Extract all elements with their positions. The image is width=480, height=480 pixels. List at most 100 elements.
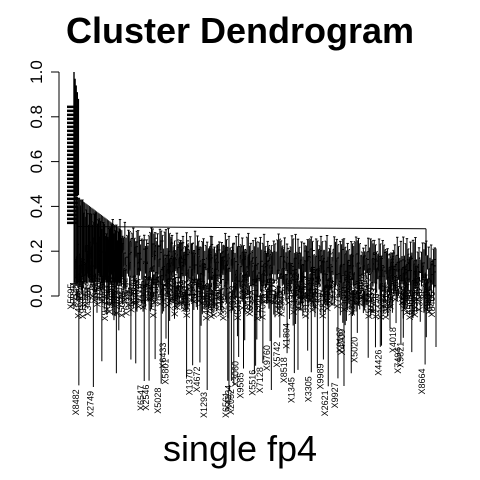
- leaf-label: X2749: [85, 391, 95, 417]
- leaf-label: X6009: [131, 280, 141, 306]
- leaf-mark: [67, 117, 78, 121]
- leaf-label: X4740: [177, 280, 187, 306]
- leaf-label: X8496: [97, 278, 107, 304]
- leaf-label: X4675: [274, 290, 284, 316]
- leaf-label: X3236: [219, 295, 229, 321]
- leaf-label: X7494: [393, 348, 403, 374]
- leaf-label: X5508: [405, 294, 415, 320]
- leaf-label: X2546: [141, 385, 151, 411]
- leaf-label: X6951: [110, 275, 120, 301]
- leaf-label: X2892: [204, 282, 214, 308]
- leaf-label: X5876: [95, 275, 105, 301]
- leaf-label: X9927: [330, 382, 340, 408]
- leaf-label: X7229: [165, 278, 175, 304]
- leaf-label: X3078: [347, 290, 357, 316]
- leaf-label: X4844: [73, 293, 83, 319]
- leaf-label: X9821: [395, 342, 405, 368]
- leaf-label: X5801: [160, 359, 170, 385]
- leaf-label: X8411: [378, 284, 388, 309]
- leaf-mark: [67, 185, 78, 189]
- leaf-label: X3623: [81, 282, 91, 308]
- leaf-mark: [67, 197, 78, 201]
- leaf-label: X8114: [301, 294, 311, 319]
- leaf-label: X5062: [357, 275, 367, 301]
- leaf-label: X1902: [187, 277, 197, 303]
- leaf-label: X9419: [114, 281, 124, 307]
- leaf-label: X2984: [173, 284, 183, 310]
- leaf-mark: [67, 209, 78, 213]
- leaf-label: X6433: [158, 343, 168, 369]
- leaf-mark: [67, 217, 78, 221]
- leaf-label: X1378: [342, 274, 352, 300]
- leaf-label: X6510: [398, 279, 408, 305]
- leaf-mark: [67, 141, 78, 145]
- leaf-mark: [67, 149, 78, 153]
- leaf-mark: [67, 109, 78, 113]
- leaf-label: X7756: [371, 294, 381, 320]
- leaf-label: X5742: [272, 342, 282, 368]
- leaf-label: X2542: [325, 279, 335, 305]
- leaf-mark: [67, 125, 78, 129]
- leaf-label: X3305: [303, 376, 313, 402]
- leaf-label: X7722: [119, 278, 129, 304]
- leaf-label: X8592: [323, 286, 333, 312]
- leaf-mark: [67, 153, 78, 157]
- merge-link: [77, 226, 427, 230]
- leaf-label: X8406: [427, 291, 437, 317]
- leaf-mark: [67, 165, 78, 169]
- leaf-mark: [67, 205, 78, 209]
- leaf-label: X5008: [117, 292, 127, 318]
- leaf-label: X9249: [240, 273, 250, 299]
- leaf-label: X4241: [383, 285, 393, 311]
- leaf-label: X3715: [197, 280, 207, 306]
- leaf-mark: [67, 181, 78, 185]
- leaf-label: X3041: [386, 284, 396, 310]
- leaf-label: X3208: [107, 281, 117, 307]
- leaf-label: X9585: [235, 373, 245, 399]
- leaf-label: X9589: [206, 293, 216, 319]
- leaf-label: X5606: [284, 280, 294, 306]
- leaf-label: X8758: [189, 278, 199, 304]
- y-tick-label: 0.2: [27, 239, 46, 263]
- leaf-mark: [67, 145, 78, 149]
- y-tick-label: 0.6: [27, 150, 46, 174]
- leaf-label: X9770: [267, 278, 277, 304]
- leaf-label: X3688: [340, 287, 350, 313]
- leaf-label: X5028: [153, 388, 163, 414]
- leaf-label: X9154: [143, 276, 153, 302]
- leaf-label: X3973: [407, 290, 417, 316]
- leaf-label: X4426: [374, 350, 384, 376]
- leaf-label: X4686: [390, 276, 400, 302]
- leaf-label: X2057: [124, 282, 134, 308]
- leaf-mark: [67, 221, 78, 225]
- leaf-label: X5516: [248, 370, 258, 396]
- leaf-label: X4432: [296, 286, 306, 312]
- leaf-label: X7925: [168, 275, 178, 301]
- leaf-label: X2405: [76, 275, 86, 301]
- leaf-mark: [67, 189, 78, 193]
- leaf-mark: [67, 177, 78, 181]
- leaf-label: X5714: [364, 293, 374, 319]
- leaf-label: X5497: [233, 295, 243, 321]
- chart-title: Cluster Dendrogram: [65, 10, 415, 51]
- leaf-label: X1642: [291, 273, 301, 299]
- leaf-label: X6535: [245, 291, 255, 317]
- leaf-mark: [67, 157, 78, 161]
- leaf-label: X3088: [376, 294, 386, 320]
- leaf-label: X2069: [163, 282, 173, 308]
- leaf-label: X8518: [279, 357, 289, 383]
- chart-subtitle: single fp4: [162, 428, 318, 469]
- leaf-label: X1660: [151, 279, 161, 305]
- leaf-label: X9989: [315, 363, 325, 389]
- leaf-label: X2585: [400, 286, 410, 312]
- y-tick-label: 1.0: [27, 60, 46, 84]
- leaf-label: X3991: [412, 276, 422, 302]
- leaf-label: X9112: [422, 287, 432, 312]
- leaf-mark: [67, 161, 78, 165]
- leaf-label: X9529: [105, 289, 115, 315]
- leaf-label: X9622: [156, 281, 166, 307]
- leaf-label: X7629: [298, 275, 308, 301]
- leaf-label: X2174: [250, 278, 260, 304]
- leaf-label: X6492: [216, 291, 226, 317]
